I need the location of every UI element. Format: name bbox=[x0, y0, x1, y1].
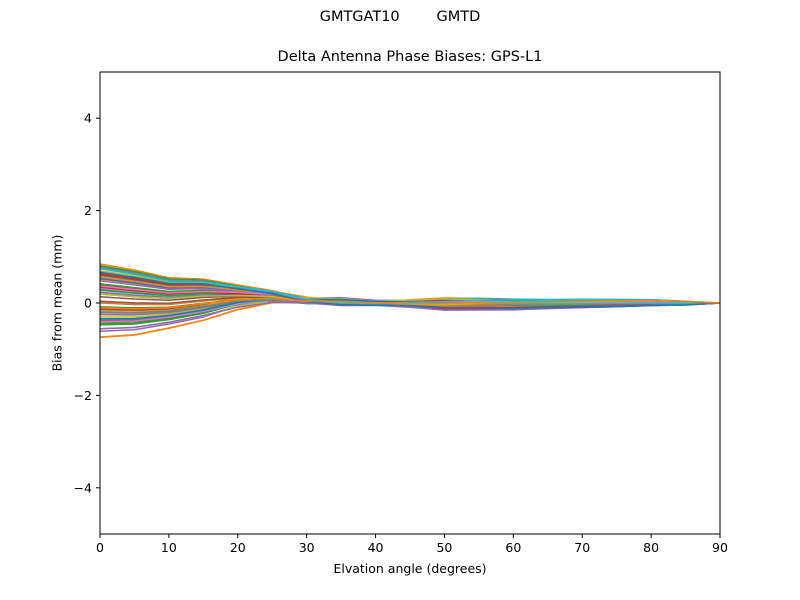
x-tick-label: 10 bbox=[161, 540, 177, 555]
y-tick-label: −4 bbox=[74, 480, 92, 495]
x-tick-label: 20 bbox=[230, 540, 246, 555]
figure-suptitle: GMTGAT10 GMTD bbox=[319, 9, 481, 25]
x-tick-label: 50 bbox=[436, 540, 452, 555]
data-lines bbox=[100, 263, 720, 338]
y-axis-ticks: −4 −2 0 2 4 bbox=[74, 111, 100, 495]
x-axis-label: Elvation angle (degrees) bbox=[333, 561, 487, 576]
x-tick-label: 60 bbox=[505, 540, 521, 555]
chart-title: Delta Antenna Phase Biases: GPS-L1 bbox=[277, 49, 543, 65]
bias-series-line bbox=[100, 271, 720, 310]
x-tick-label: 30 bbox=[299, 540, 315, 555]
y-tick-label: −2 bbox=[74, 388, 92, 403]
y-tick-label: 4 bbox=[84, 111, 92, 126]
y-tick-label: 2 bbox=[84, 203, 92, 218]
x-axis-ticks: 0 10 20 30 40 50 60 70 80 90 bbox=[96, 534, 728, 555]
bias-series-line bbox=[100, 297, 720, 310]
x-tick-label: 80 bbox=[643, 540, 659, 555]
x-tick-label: 0 bbox=[96, 540, 104, 555]
x-tick-label: 90 bbox=[712, 540, 728, 555]
bias-series-line bbox=[100, 268, 720, 306]
x-tick-label: 70 bbox=[574, 540, 590, 555]
x-tick-label: 40 bbox=[368, 540, 384, 555]
y-tick-label: 0 bbox=[84, 296, 92, 311]
